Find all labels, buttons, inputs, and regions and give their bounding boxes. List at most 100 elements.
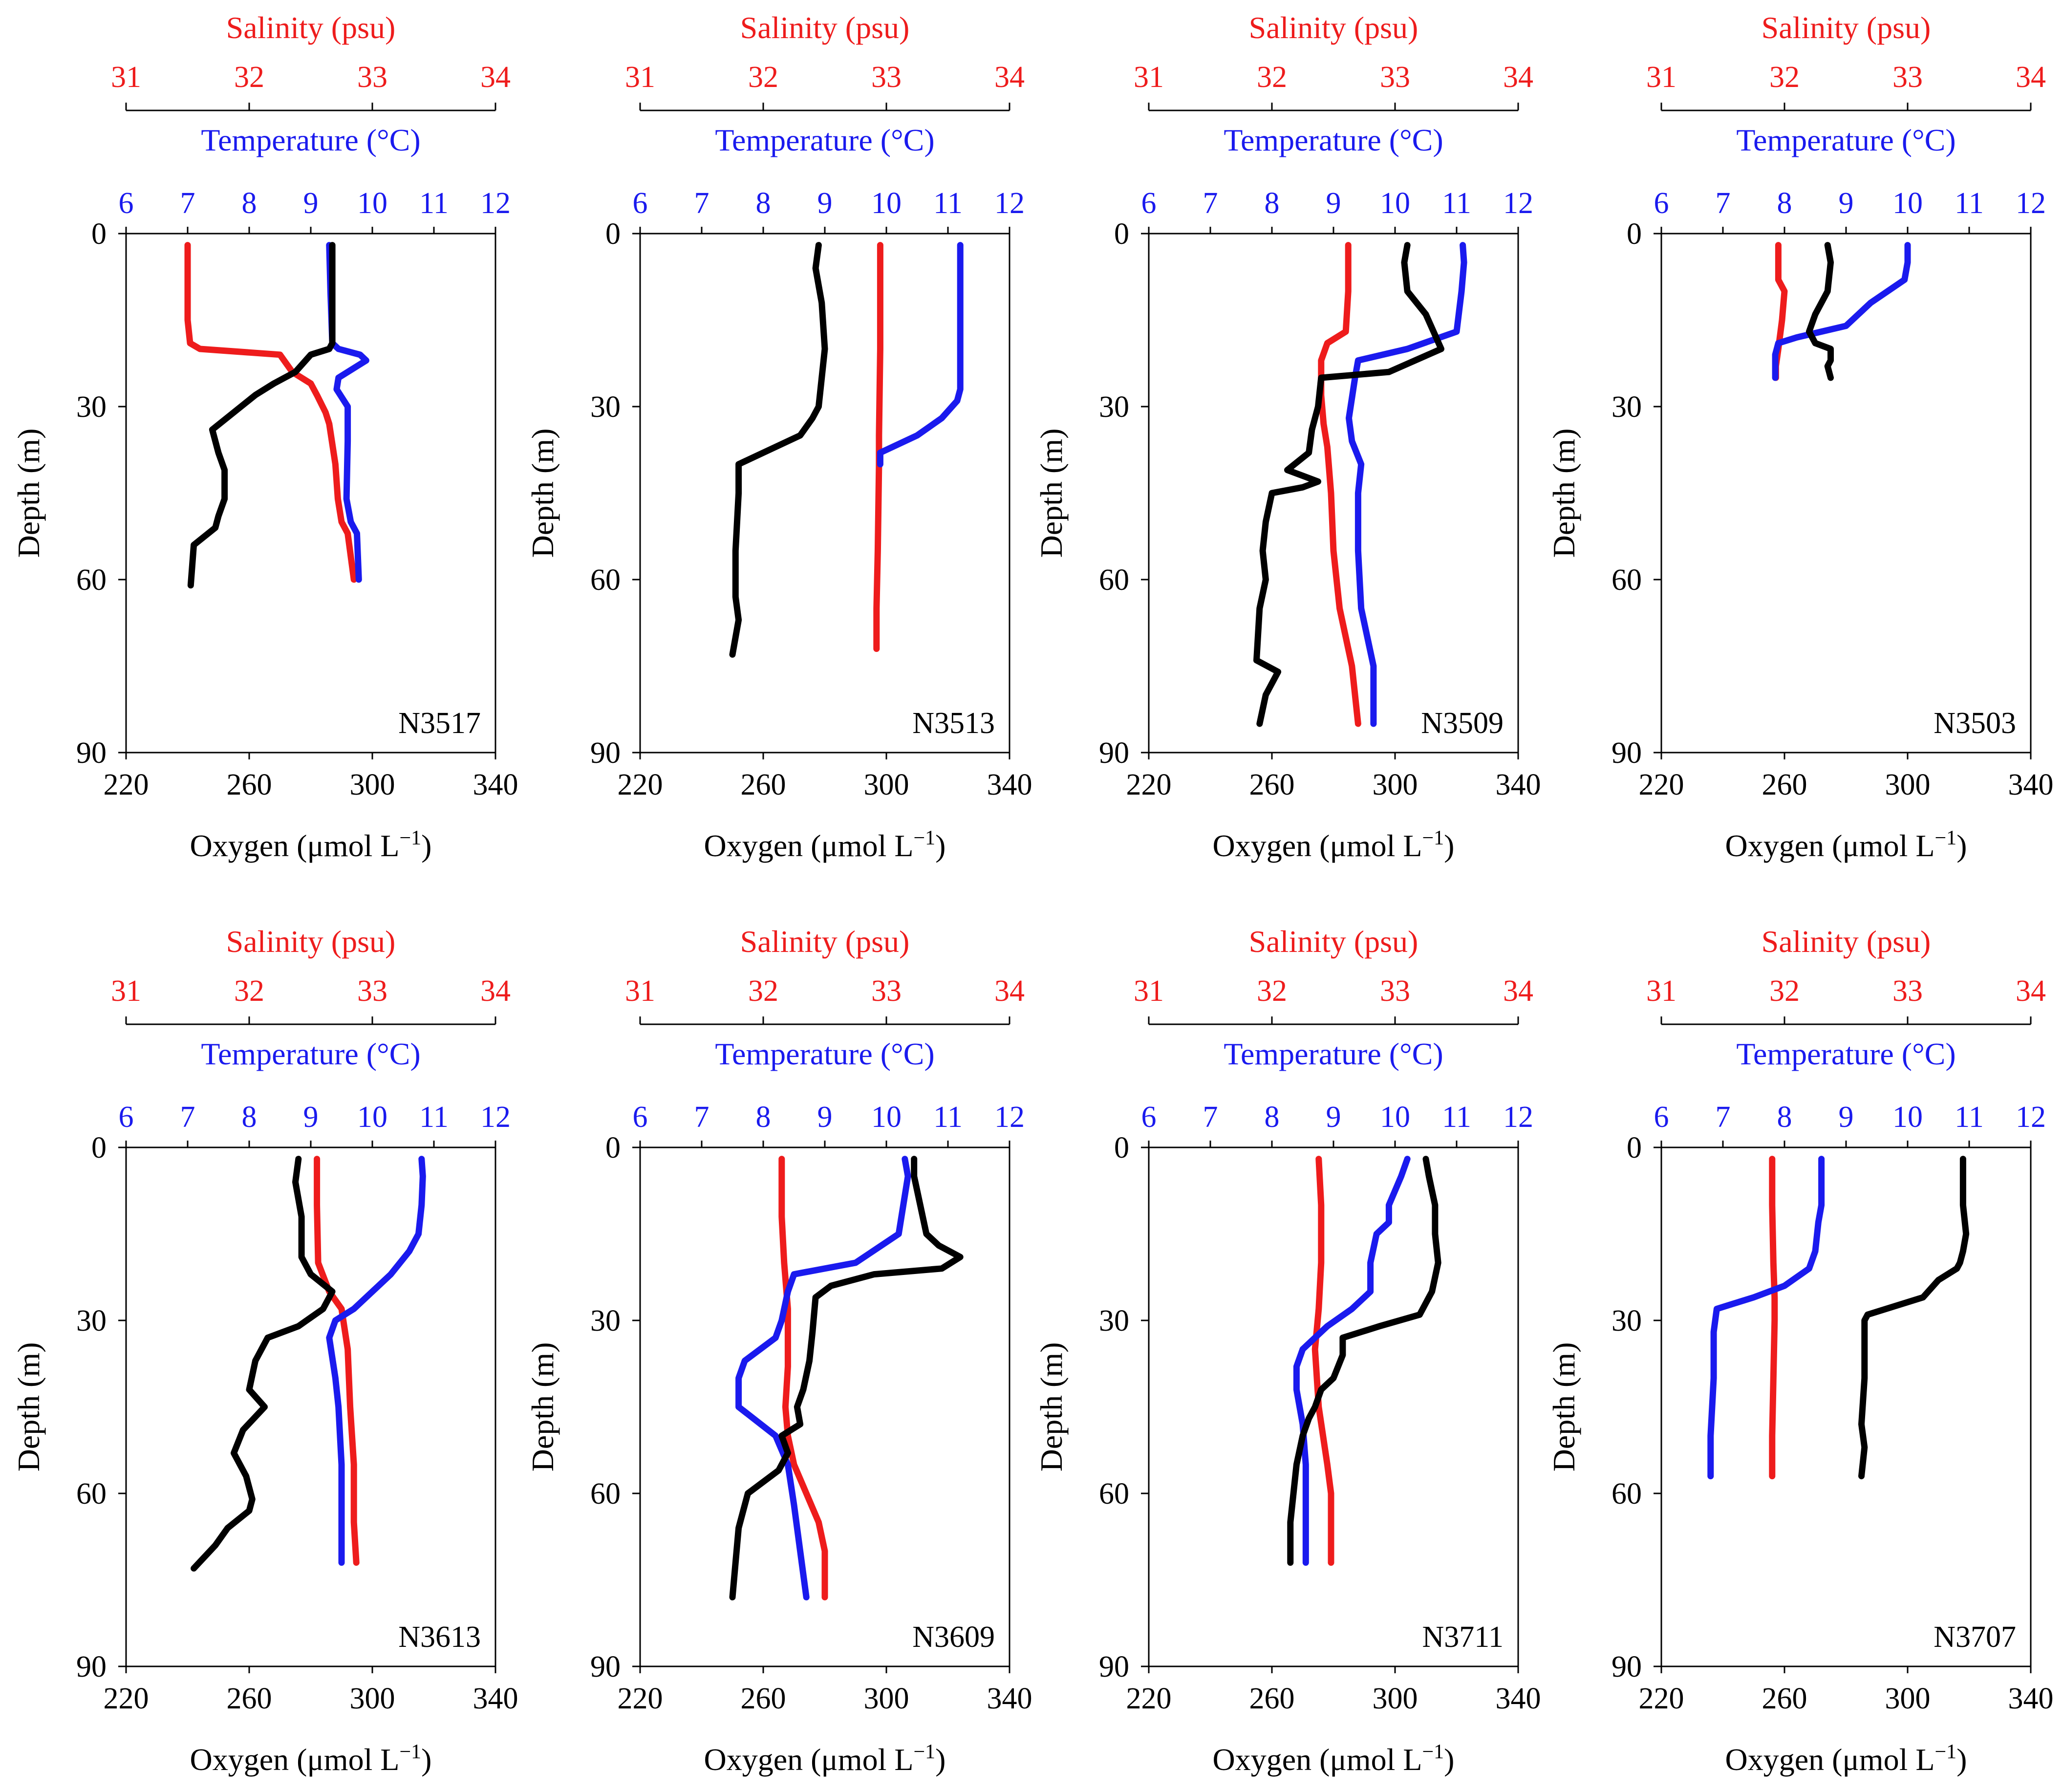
depth-tick-label: 30 bbox=[1612, 1304, 1642, 1338]
oxygen-tick-label: 300 bbox=[864, 768, 909, 801]
oxygen-tick-label: 260 bbox=[1249, 1682, 1295, 1715]
temperature-tick-label: 7 bbox=[694, 1101, 709, 1134]
oxygen-tick-label: 220 bbox=[1126, 768, 1172, 801]
oxygen-tick-label: 340 bbox=[1496, 768, 1541, 801]
temperature-tick-label: 12 bbox=[480, 1101, 511, 1134]
temperature-tick-label: 11 bbox=[1442, 1101, 1471, 1134]
oxygen-tick-label: 220 bbox=[104, 768, 149, 801]
salinity-tick-label: 34 bbox=[1503, 61, 1533, 94]
panel-N3609: Salinity (psu) 31 32 33 34 Temperature (°C) 6 7… bbox=[525, 924, 1032, 1777]
temperature-tick-label: 8 bbox=[242, 1101, 257, 1134]
depth-tick-label: 90 bbox=[1099, 736, 1129, 770]
temperature-tick-label: 10 bbox=[871, 187, 902, 220]
temperature-tick-label: 11 bbox=[933, 1101, 963, 1134]
temperature-profile-line bbox=[877, 242, 964, 468]
temperature-tick-label: 9 bbox=[1326, 1101, 1341, 1134]
temperature-axis-title: Temperature (°C) bbox=[1224, 1036, 1443, 1071]
oxygen-axis-title-part: ) bbox=[1444, 1742, 1454, 1777]
temperature-axis-title: Temperature (°C) bbox=[201, 123, 420, 157]
salinity-profile-line bbox=[314, 1156, 360, 1566]
oxygen-axis-title: Oxygen (μmol L−1) bbox=[1725, 827, 1967, 863]
oxygen-axis-title-part: Oxygen (μmol L bbox=[1725, 828, 1935, 863]
salinity-profile-line bbox=[1318, 242, 1361, 727]
salinity-axis-title: Salinity (psu) bbox=[1762, 10, 1931, 45]
salinity-profile-line bbox=[1311, 1156, 1334, 1566]
oxygen-tick-label: 260 bbox=[1762, 1682, 1807, 1715]
depth-tick-label: 90 bbox=[76, 736, 107, 770]
salinity-axis-title: Salinity (psu) bbox=[1249, 10, 1418, 45]
depth-tick-label: 60 bbox=[76, 563, 107, 597]
salinity-tick-label: 33 bbox=[1380, 974, 1410, 1008]
oxygen-tick-label: 260 bbox=[1762, 768, 1807, 801]
oxygen-axis-title-part: ) bbox=[1956, 828, 1967, 863]
salinity-tick-label: 31 bbox=[625, 61, 655, 94]
depth-tick-label: 30 bbox=[1099, 1304, 1129, 1338]
temperature-tick-label: 6 bbox=[119, 187, 134, 220]
oxygen-axis-title: Oxygen (μmol L−1) bbox=[1213, 1741, 1455, 1777]
oxygen-axis-title-part: ) bbox=[421, 828, 431, 863]
temperature-axis-title: Temperature (°C) bbox=[715, 123, 934, 157]
depth-axis-title: Depth (m) bbox=[1034, 1342, 1069, 1472]
temperature-tick-label: 7 bbox=[694, 187, 709, 220]
station-label: N3517 bbox=[398, 707, 481, 740]
temperature-tick-label: 8 bbox=[1777, 187, 1792, 220]
temperature-tick-label: 9 bbox=[1326, 187, 1341, 220]
station-label: N3609 bbox=[912, 1620, 995, 1654]
temperature-tick-label: 8 bbox=[1265, 1101, 1280, 1134]
oxygen-axis-title-part: −1 bbox=[913, 1741, 935, 1763]
temperature-tick-label: 11 bbox=[419, 187, 449, 220]
temperature-tick-label: 12 bbox=[2016, 187, 2046, 220]
oxygen-axis-title-part: Oxygen (μmol L bbox=[704, 828, 914, 863]
oxygen-profile-line bbox=[187, 242, 336, 589]
salinity-tick-label: 33 bbox=[871, 974, 902, 1008]
oxygen-tick-label: 220 bbox=[1126, 1682, 1172, 1715]
depth-tick-label: 90 bbox=[76, 1650, 107, 1684]
salinity-tick-label: 32 bbox=[1769, 61, 1800, 94]
salinity-profile-line bbox=[1769, 1156, 1778, 1480]
oxygen-tick-label: 340 bbox=[2008, 1682, 2054, 1715]
oxygen-tick-label: 300 bbox=[1373, 1682, 1418, 1715]
temperature-tick-label: 10 bbox=[357, 187, 387, 220]
salinity-tick-label: 34 bbox=[480, 61, 511, 94]
station-label: N3503 bbox=[1934, 707, 2016, 740]
temperature-tick-label: 12 bbox=[1503, 1101, 1533, 1134]
oxygen-tick-label: 260 bbox=[227, 768, 272, 801]
temperature-axis-title: Temperature (°C) bbox=[1224, 123, 1443, 157]
salinity-tick-label: 34 bbox=[2016, 974, 2046, 1008]
temperature-axis-title: Temperature (°C) bbox=[715, 1036, 934, 1071]
oxygen-tick-label: 300 bbox=[864, 1682, 909, 1715]
temperature-tick-label: 7 bbox=[180, 187, 195, 220]
temperature-tick-label: 8 bbox=[756, 1101, 771, 1134]
salinity-tick-label: 34 bbox=[994, 61, 1025, 94]
depth-axis-title: Depth (m) bbox=[11, 1342, 46, 1472]
salinity-tick-label: 32 bbox=[234, 974, 264, 1008]
temperature-tick-label: 8 bbox=[242, 187, 257, 220]
salinity-tick-label: 33 bbox=[871, 61, 902, 94]
oxygen-profile-line bbox=[1253, 242, 1444, 727]
temperature-profile-line bbox=[1707, 1156, 1825, 1480]
temperature-tick-label: 12 bbox=[994, 1101, 1025, 1134]
oxygen-tick-label: 260 bbox=[741, 768, 786, 801]
depth-tick-label: 60 bbox=[590, 563, 621, 597]
temperature-tick-label: 9 bbox=[303, 187, 319, 220]
oxygen-tick-label: 220 bbox=[618, 1682, 663, 1715]
oxygen-axis-title-part: ) bbox=[1956, 1742, 1967, 1777]
salinity-axis-title: Salinity (psu) bbox=[226, 10, 396, 45]
depth-axis-title: Depth (m) bbox=[1034, 429, 1069, 558]
oxygen-axis-title: Oxygen (μmol L−1) bbox=[1725, 1741, 1967, 1777]
depth-axis-title: Depth (m) bbox=[525, 1342, 560, 1472]
oxygen-tick-label: 340 bbox=[987, 1682, 1032, 1715]
depth-tick-label: 30 bbox=[76, 390, 107, 424]
depth-axis-title: Depth (m) bbox=[1547, 1342, 1581, 1472]
salinity-tick-label: 32 bbox=[1769, 974, 1800, 1008]
oxygen-axis-title-part: Oxygen (μmol L bbox=[1213, 828, 1422, 863]
oxygen-axis-title-part: Oxygen (μmol L bbox=[704, 1742, 914, 1777]
salinity-profile-line bbox=[184, 242, 357, 583]
salinity-tick-label: 34 bbox=[1503, 974, 1533, 1008]
temperature-tick-label: 11 bbox=[1955, 187, 1984, 220]
temperature-tick-label: 11 bbox=[933, 187, 963, 220]
salinity-axis-title: Salinity (psu) bbox=[226, 924, 396, 959]
depth-tick-label: 60 bbox=[1612, 563, 1642, 597]
oxygen-tick-label: 220 bbox=[104, 1682, 149, 1715]
salinity-tick-label: 31 bbox=[1134, 974, 1164, 1008]
